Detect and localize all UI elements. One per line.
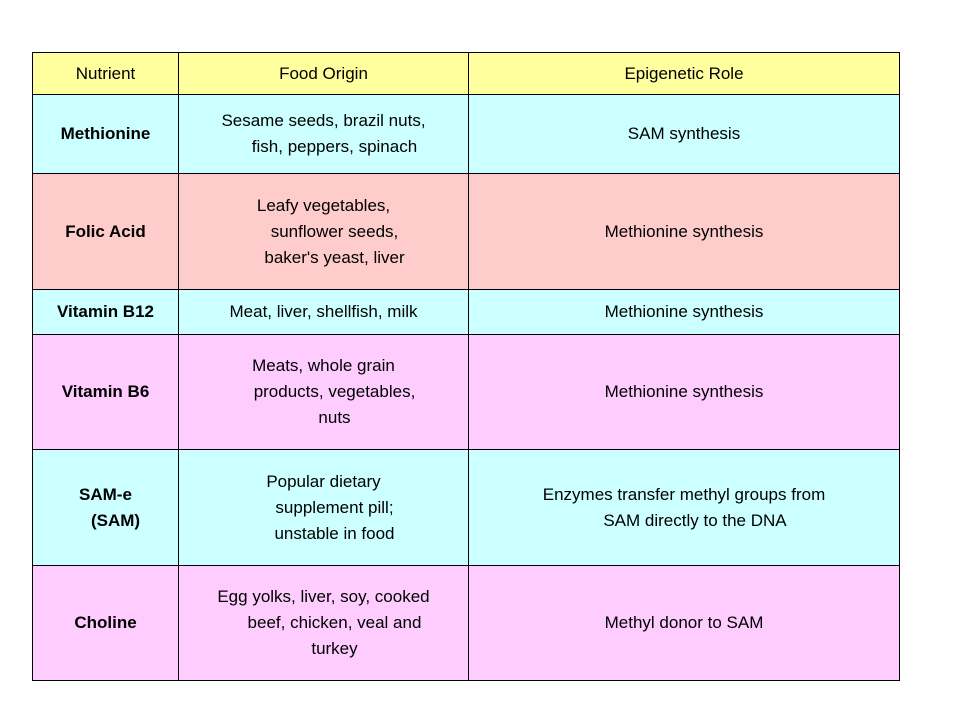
cell-line: Enzymes transfer methyl groups from: [542, 484, 826, 504]
table-header-row: Nutrient Food Origin Epigenetic Role: [32, 52, 900, 95]
cell-line: unstable in food: [274, 523, 395, 543]
cell-line: SAM-e: [79, 484, 132, 504]
cell-epigenetic-role: Methionine synthesis: [468, 173, 900, 290]
cell-line: supplement pill;: [275, 497, 394, 517]
cell-nutrient: Vitamin B12: [32, 289, 179, 335]
cell-nutrient: Methionine: [32, 94, 179, 174]
cell-food-origin: Sesame seeds, brazil nuts, fish, peppers,…: [178, 94, 469, 174]
header-epigenetic-role: Epigenetic Role: [468, 52, 900, 95]
cell-line: baker's yeast, liver: [264, 247, 405, 267]
cell-epigenetic-role: Methyl donor to SAM: [468, 565, 900, 681]
cell-line: Methionine synthesis: [604, 302, 764, 321]
table-row: Choline Egg yolks, liver, soy, cooked beef…: [32, 565, 900, 681]
cell-line: (SAM): [90, 510, 141, 530]
cell-line: Popular dietary: [266, 471, 381, 491]
cell-food-origin: Popular dietary supplement pill; unstable …: [178, 449, 469, 566]
cell-line: Choline: [74, 613, 137, 632]
cell-line: Meats, whole grain: [252, 356, 395, 375]
header-nutrient: Nutrient: [32, 52, 179, 95]
cell-epigenetic-role: SAM synthesis: [468, 94, 900, 174]
cell-line: Methyl donor to SAM: [604, 613, 764, 632]
cell-food-origin: Meats, whole grain products, vegetables, n…: [178, 334, 469, 450]
cell-line: sunflower seeds,: [270, 221, 399, 241]
cell-line: Vitamin B12: [56, 302, 154, 321]
cell-line: Sesame seeds, brazil nuts,: [221, 111, 426, 130]
cell-line: beef, chicken, veal and: [247, 613, 422, 632]
cell-line: Methionine: [60, 124, 151, 143]
nutrient-epigenetics-table: Nutrient Food Origin Epigenetic Role Met…: [32, 52, 900, 681]
cell-food-origin: Meat, liver, shellfish, milk: [178, 289, 469, 335]
table-body: Methionine Sesame seeds, brazil nuts, fish…: [32, 94, 900, 681]
cell-line: Leafy vegetables,: [256, 195, 391, 215]
cell-line: Folic Acid: [65, 221, 146, 241]
cell-line: Methionine synthesis: [604, 221, 764, 241]
cell-nutrient: SAM-e (SAM): [32, 449, 179, 566]
cell-line: Vitamin B6: [61, 382, 150, 401]
cell-line: turkey: [311, 639, 358, 658]
cell-nutrient: Folic Acid: [32, 173, 179, 290]
cell-line: products, vegetables,: [253, 382, 416, 401]
cell-line: Methionine synthesis: [604, 382, 764, 401]
table-row: SAM-e (SAM) Popular dietary supplement pill…: [32, 449, 900, 566]
table-row: Vitamin B6 Meats, whole grain products, ve…: [32, 334, 900, 450]
cell-line: nuts: [318, 408, 351, 427]
cell-food-origin: Egg yolks, liver, soy, cooked beef, chick…: [178, 565, 469, 681]
cell-epigenetic-role: Enzymes transfer methyl groups from SAM d…: [468, 449, 900, 566]
table-row: Methionine Sesame seeds, brazil nuts, fish…: [32, 94, 900, 174]
header-food-origin: Food Origin: [178, 52, 469, 95]
cell-epigenetic-role: Methionine synthesis: [468, 334, 900, 450]
cell-line: Egg yolks, liver, soy, cooked: [217, 587, 430, 606]
cell-nutrient: Vitamin B6: [32, 334, 179, 450]
cell-line: SAM directly to the DNA: [603, 510, 787, 530]
cell-line: Meat, liver, shellfish, milk: [229, 302, 418, 321]
table-row: Vitamin B12 Meat, liver, shellfish, milk M…: [32, 289, 900, 335]
table-row: Folic Acid Leafy vegetables, sunflower see…: [32, 173, 900, 290]
cell-epigenetic-role: Methionine synthesis: [468, 289, 900, 335]
cell-food-origin: Leafy vegetables, sunflower seeds, baker's…: [178, 173, 469, 290]
cell-line: SAM synthesis: [627, 124, 741, 143]
cell-nutrient: Choline: [32, 565, 179, 681]
cell-line: fish, peppers, spinach: [251, 137, 418, 156]
